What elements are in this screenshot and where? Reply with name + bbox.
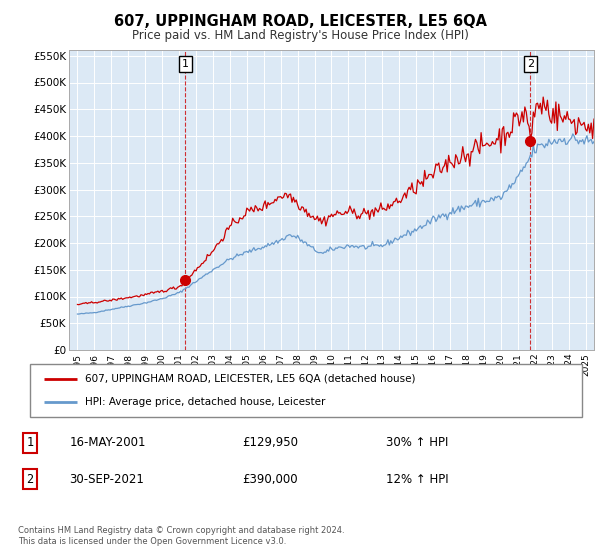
Text: 30% ↑ HPI: 30% ↑ HPI — [386, 436, 449, 450]
Text: £129,950: £129,950 — [242, 436, 298, 450]
Text: 607, UPPINGHAM ROAD, LEICESTER, LE5 6QA: 607, UPPINGHAM ROAD, LEICESTER, LE5 6QA — [113, 14, 487, 29]
Text: 1: 1 — [26, 436, 34, 450]
Text: 607, UPPINGHAM ROAD, LEICESTER, LE5 6QA (detached house): 607, UPPINGHAM ROAD, LEICESTER, LE5 6QA … — [85, 374, 416, 384]
Text: 12% ↑ HPI: 12% ↑ HPI — [386, 473, 449, 486]
Text: £390,000: £390,000 — [242, 473, 298, 486]
Text: 2: 2 — [26, 473, 34, 486]
Text: 1: 1 — [182, 59, 189, 69]
Text: HPI: Average price, detached house, Leicester: HPI: Average price, detached house, Leic… — [85, 397, 326, 407]
FancyBboxPatch shape — [30, 364, 582, 417]
Text: 16-MAY-2001: 16-MAY-2001 — [70, 436, 146, 450]
Text: 2: 2 — [527, 59, 534, 69]
Text: Price paid vs. HM Land Registry's House Price Index (HPI): Price paid vs. HM Land Registry's House … — [131, 29, 469, 42]
Text: 30-SEP-2021: 30-SEP-2021 — [70, 473, 145, 486]
Text: Contains HM Land Registry data © Crown copyright and database right 2024.
This d: Contains HM Land Registry data © Crown c… — [18, 526, 344, 546]
